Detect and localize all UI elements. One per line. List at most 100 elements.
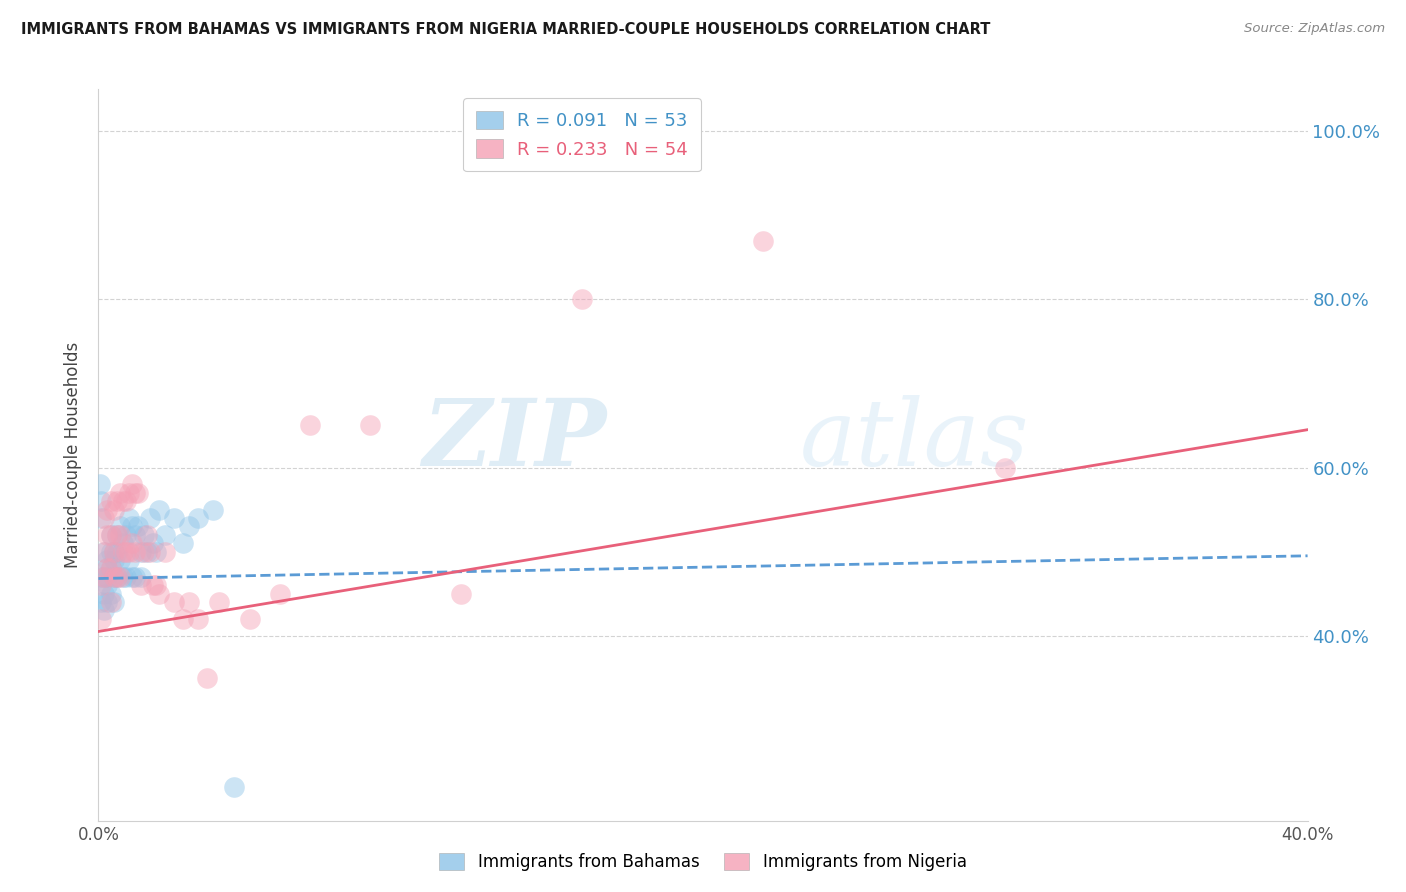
Point	[100, 595, 122, 609]
Point	[179, 519, 201, 533]
Point	[129, 578, 152, 592]
Point	[127, 519, 149, 533]
Point	[96, 561, 118, 575]
Point	[121, 477, 143, 491]
Point	[96, 570, 118, 584]
Point	[124, 570, 146, 584]
Point	[148, 502, 170, 516]
Point	[118, 553, 141, 567]
Point	[299, 418, 322, 433]
Point	[179, 595, 201, 609]
Point	[187, 511, 209, 525]
Point	[96, 553, 118, 567]
Point	[994, 460, 1017, 475]
Point	[135, 544, 157, 558]
Point	[103, 502, 125, 516]
Point	[103, 544, 125, 558]
Point	[208, 595, 231, 609]
Point	[172, 536, 194, 550]
Point	[105, 528, 128, 542]
Point	[145, 544, 167, 558]
Point	[93, 544, 115, 558]
Point	[124, 528, 146, 542]
Point	[132, 544, 155, 558]
Point	[108, 485, 131, 500]
Point	[93, 570, 115, 584]
Point	[114, 544, 136, 558]
Point	[145, 578, 167, 592]
Point	[89, 477, 111, 491]
Point	[121, 570, 143, 584]
Point	[752, 234, 775, 248]
Legend: R = 0.091   N = 53, R = 0.233   N = 54: R = 0.091 N = 53, R = 0.233 N = 54	[464, 98, 700, 171]
Point	[269, 587, 291, 601]
Point	[100, 528, 122, 542]
Point	[93, 587, 115, 601]
Point	[108, 519, 131, 533]
Point	[103, 595, 125, 609]
Point	[153, 528, 176, 542]
Point	[111, 570, 134, 584]
Point	[118, 544, 141, 558]
Text: atlas: atlas	[800, 395, 1029, 485]
Point	[93, 511, 115, 525]
Point	[139, 511, 162, 525]
Point	[90, 570, 112, 584]
Point	[100, 544, 122, 558]
Point	[114, 494, 136, 508]
Point	[108, 570, 131, 584]
Text: Source: ZipAtlas.com: Source: ZipAtlas.com	[1244, 22, 1385, 36]
Point	[148, 587, 170, 601]
Point	[105, 544, 128, 558]
Point	[118, 511, 141, 525]
Point	[96, 502, 118, 516]
Point	[100, 587, 122, 601]
Point	[111, 536, 134, 550]
Point	[93, 603, 115, 617]
Point	[100, 494, 122, 508]
Point	[129, 544, 152, 558]
Point	[163, 511, 186, 525]
Point	[105, 570, 128, 584]
Point	[105, 494, 128, 508]
Point	[103, 544, 125, 558]
Point	[90, 595, 112, 609]
Point	[121, 519, 143, 533]
Point	[132, 528, 155, 542]
Point	[96, 561, 118, 575]
Point	[153, 544, 176, 558]
Text: ZIP: ZIP	[422, 395, 606, 485]
Point	[93, 544, 115, 558]
Point	[96, 528, 118, 542]
Point	[114, 528, 136, 542]
Point	[105, 570, 128, 584]
Point	[239, 612, 262, 626]
Legend: Immigrants from Bahamas, Immigrants from Nigeria: Immigrants from Bahamas, Immigrants from…	[432, 845, 974, 880]
Point	[450, 587, 472, 601]
Point	[111, 494, 134, 508]
Point	[100, 561, 122, 575]
Point	[96, 595, 118, 609]
Point	[93, 570, 115, 584]
Point	[114, 570, 136, 584]
Point	[96, 578, 118, 592]
Point	[135, 528, 157, 542]
Point	[105, 528, 128, 542]
Point	[142, 578, 165, 592]
Point	[108, 528, 131, 542]
Point	[129, 570, 152, 584]
Point	[195, 671, 218, 685]
Point	[172, 612, 194, 626]
Point	[571, 293, 593, 307]
Point	[139, 544, 162, 558]
Point	[103, 553, 125, 567]
Point	[118, 485, 141, 500]
Point	[121, 536, 143, 550]
Point	[108, 553, 131, 567]
Point	[103, 570, 125, 584]
Point	[111, 544, 134, 558]
Point	[163, 595, 186, 609]
Point	[142, 536, 165, 550]
Point	[202, 502, 225, 516]
Point	[100, 528, 122, 542]
